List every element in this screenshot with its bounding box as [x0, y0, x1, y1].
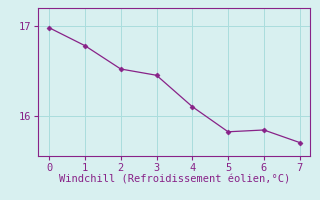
X-axis label: Windchill (Refroidissement éolien,°C): Windchill (Refroidissement éolien,°C): [59, 174, 290, 184]
